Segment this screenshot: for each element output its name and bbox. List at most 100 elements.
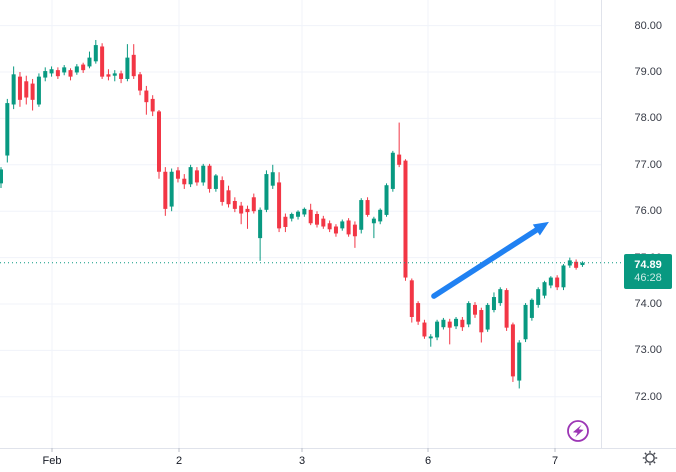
candle xyxy=(245,205,250,229)
candle xyxy=(473,302,477,318)
price-tick-label: 77.00 xyxy=(634,158,662,171)
candle xyxy=(574,259,579,270)
price-tick-label: 74.00 xyxy=(634,298,662,310)
candle xyxy=(340,219,345,231)
candle xyxy=(24,75,29,105)
candle xyxy=(81,62,86,73)
candle xyxy=(333,224,338,237)
candle xyxy=(194,167,199,186)
price-tick-label: 76.00 xyxy=(634,205,662,218)
flash-button[interactable] xyxy=(566,419,590,443)
candle xyxy=(289,212,294,222)
candle xyxy=(321,215,326,229)
candle xyxy=(264,170,269,213)
candle xyxy=(36,73,41,107)
candle xyxy=(536,287,541,308)
candle xyxy=(397,122,402,168)
last-price-value: 74.89 xyxy=(634,259,662,271)
candle xyxy=(55,67,60,79)
candle xyxy=(226,185,231,208)
candle xyxy=(150,95,155,117)
candle xyxy=(30,78,35,111)
candle xyxy=(169,168,174,212)
candle xyxy=(390,150,395,192)
price-tick-label: 80.00 xyxy=(634,19,662,32)
candle xyxy=(17,72,22,107)
candle xyxy=(188,164,193,188)
candle xyxy=(207,163,212,193)
candle xyxy=(365,197,370,217)
candle xyxy=(428,334,433,347)
candle xyxy=(491,292,496,313)
price-tick-label: 78.00 xyxy=(634,112,662,125)
candle xyxy=(422,319,427,339)
price-axis[interactable]: 80.0079.0078.0077.0076.0075.0074.0073.00… xyxy=(601,0,676,448)
candle xyxy=(485,303,490,332)
candle xyxy=(454,316,459,330)
candle xyxy=(93,39,98,64)
candle xyxy=(529,298,534,321)
candle xyxy=(144,85,149,115)
candle xyxy=(131,44,136,79)
time-tick-label: 3 xyxy=(298,455,306,467)
candle xyxy=(435,319,440,341)
candle xyxy=(479,307,484,343)
candle xyxy=(232,197,237,213)
gridlines xyxy=(0,0,601,448)
candles-layer xyxy=(0,39,585,389)
candle xyxy=(308,203,313,226)
candle xyxy=(258,207,263,261)
candle xyxy=(567,257,572,268)
candle xyxy=(346,218,351,237)
time-tick-marks xyxy=(51,448,556,452)
candle xyxy=(106,69,111,81)
candle xyxy=(100,43,105,79)
gear-button[interactable] xyxy=(638,446,662,470)
candle xyxy=(327,220,332,233)
candle xyxy=(378,208,383,225)
candle xyxy=(296,210,301,220)
candle xyxy=(125,44,130,82)
time-tick-label: 7 xyxy=(551,455,559,467)
candle xyxy=(359,198,364,234)
candle xyxy=(112,70,117,82)
candle xyxy=(201,163,206,186)
candle xyxy=(157,110,161,179)
candle xyxy=(409,278,414,323)
candle xyxy=(277,172,282,233)
candle xyxy=(302,207,307,217)
candle xyxy=(555,275,560,291)
candle xyxy=(466,301,471,328)
candle xyxy=(523,303,528,343)
candle xyxy=(213,174,218,192)
candle xyxy=(504,288,509,331)
candle xyxy=(74,64,79,75)
candle xyxy=(239,201,244,225)
candle xyxy=(416,301,421,325)
last-price-badge: 74.89 46:28 xyxy=(624,254,672,289)
time-tick-label: Feb xyxy=(42,455,62,467)
candle xyxy=(0,167,3,188)
candle xyxy=(49,66,54,77)
candle xyxy=(517,340,522,389)
candle xyxy=(580,261,585,267)
time-axis[interactable]: Feb 2 3 6 7 xyxy=(0,448,601,472)
trend-arrow-annotation[interactable] xyxy=(431,221,549,299)
candle xyxy=(403,159,408,281)
candle xyxy=(561,264,566,291)
candle xyxy=(182,174,187,189)
candle xyxy=(352,221,357,248)
gear-icon xyxy=(642,450,658,466)
candle xyxy=(251,193,256,214)
candle xyxy=(371,216,376,239)
price-tick-label: 72.00 xyxy=(634,390,662,403)
candle xyxy=(87,51,92,69)
candle xyxy=(62,65,67,76)
time-tick-label: 2 xyxy=(175,455,183,467)
price-tick-label: 79.00 xyxy=(634,66,662,78)
lightning-icon xyxy=(572,424,584,438)
candle xyxy=(175,167,180,183)
candle xyxy=(119,70,124,84)
